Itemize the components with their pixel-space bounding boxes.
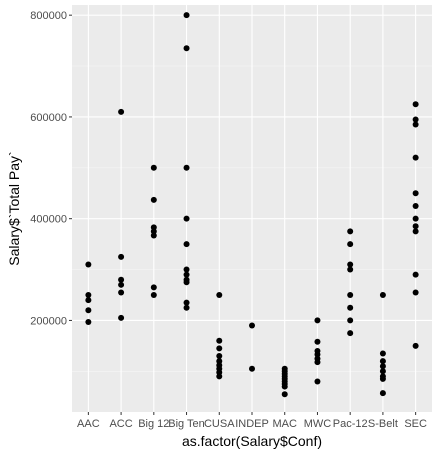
data-point	[150, 232, 157, 239]
data-point	[85, 297, 92, 304]
data-point	[85, 318, 92, 325]
data-point	[216, 337, 223, 344]
data-point	[379, 375, 386, 382]
x-tick-label: MAC	[273, 418, 298, 430]
data-point	[85, 307, 92, 314]
y-axis-tick-labels: 200000 400000 600000 800000	[30, 10, 67, 327]
data-point	[183, 279, 190, 286]
data-point	[183, 266, 190, 273]
data-point	[412, 271, 419, 278]
y-tick-label: 400000	[30, 214, 67, 226]
data-point	[412, 228, 419, 235]
data-points	[85, 12, 419, 398]
data-point	[118, 281, 125, 288]
data-point	[379, 358, 386, 365]
data-point	[347, 317, 354, 324]
data-point	[249, 365, 255, 372]
data-point	[183, 271, 190, 278]
x-tick-label: SEC	[404, 418, 427, 430]
x-tick-label: Pac-12	[333, 418, 368, 430]
data-point	[379, 350, 386, 357]
data-point	[412, 342, 419, 349]
x-tick-label: S-Belt	[368, 418, 398, 430]
x-tick-label: ACC	[109, 418, 132, 430]
data-point	[412, 215, 419, 222]
data-point	[183, 241, 190, 248]
data-point	[412, 190, 419, 197]
data-point	[216, 353, 223, 360]
data-point	[183, 45, 190, 52]
data-point	[183, 164, 190, 171]
x-axis-ticks	[87, 412, 417, 415]
data-point	[379, 291, 386, 298]
data-point	[412, 223, 419, 230]
data-point	[379, 368, 386, 375]
data-point	[281, 391, 288, 398]
y-axis-title: Salary$`Total Pay`	[6, 151, 22, 265]
data-point	[347, 330, 354, 337]
data-point	[412, 116, 419, 123]
data-point	[183, 215, 190, 222]
data-point	[347, 241, 354, 248]
data-point	[412, 154, 419, 161]
x-axis-title: as.factor(Salary$Conf)	[182, 433, 322, 449]
data-point	[85, 261, 92, 268]
data-point	[85, 291, 92, 298]
x-tick-label: CUSA	[204, 418, 235, 430]
data-point	[118, 314, 125, 321]
data-point	[347, 291, 354, 298]
data-point	[118, 253, 125, 260]
data-point	[150, 284, 157, 291]
data-point	[216, 373, 223, 380]
data-point	[150, 291, 157, 298]
data-point	[216, 291, 223, 298]
data-point	[216, 345, 223, 352]
data-point	[412, 289, 419, 296]
y-tick-label: 600000	[30, 112, 67, 124]
data-point	[412, 121, 419, 128]
data-point	[150, 196, 157, 203]
data-point	[118, 276, 125, 283]
data-point	[118, 289, 125, 296]
data-point	[379, 390, 386, 397]
data-point	[183, 304, 190, 311]
data-point	[183, 299, 190, 306]
x-tick-label: INDEP	[235, 418, 269, 430]
x-tick-label: Big 12	[138, 418, 169, 430]
y-tick-label: 200000	[30, 315, 67, 327]
y-axis-ticks	[69, 14, 72, 321]
data-point	[150, 164, 157, 171]
data-point	[314, 338, 321, 345]
data-point	[314, 378, 321, 385]
x-tick-label: MWC	[304, 418, 332, 430]
data-point	[118, 108, 125, 115]
data-point	[412, 101, 419, 108]
data-point	[347, 261, 354, 268]
data-point	[314, 359, 321, 366]
data-point	[249, 322, 255, 329]
data-point	[347, 266, 354, 273]
data-point	[379, 363, 386, 370]
data-point	[314, 317, 321, 324]
y-tick-label: 800000	[30, 10, 67, 22]
x-tick-label: AAC	[77, 418, 100, 430]
x-tick-label: Big Ten	[168, 418, 205, 430]
data-point	[347, 304, 354, 311]
data-point	[281, 383, 288, 390]
data-point	[183, 12, 190, 19]
data-point	[412, 202, 419, 209]
data-point	[347, 228, 354, 235]
